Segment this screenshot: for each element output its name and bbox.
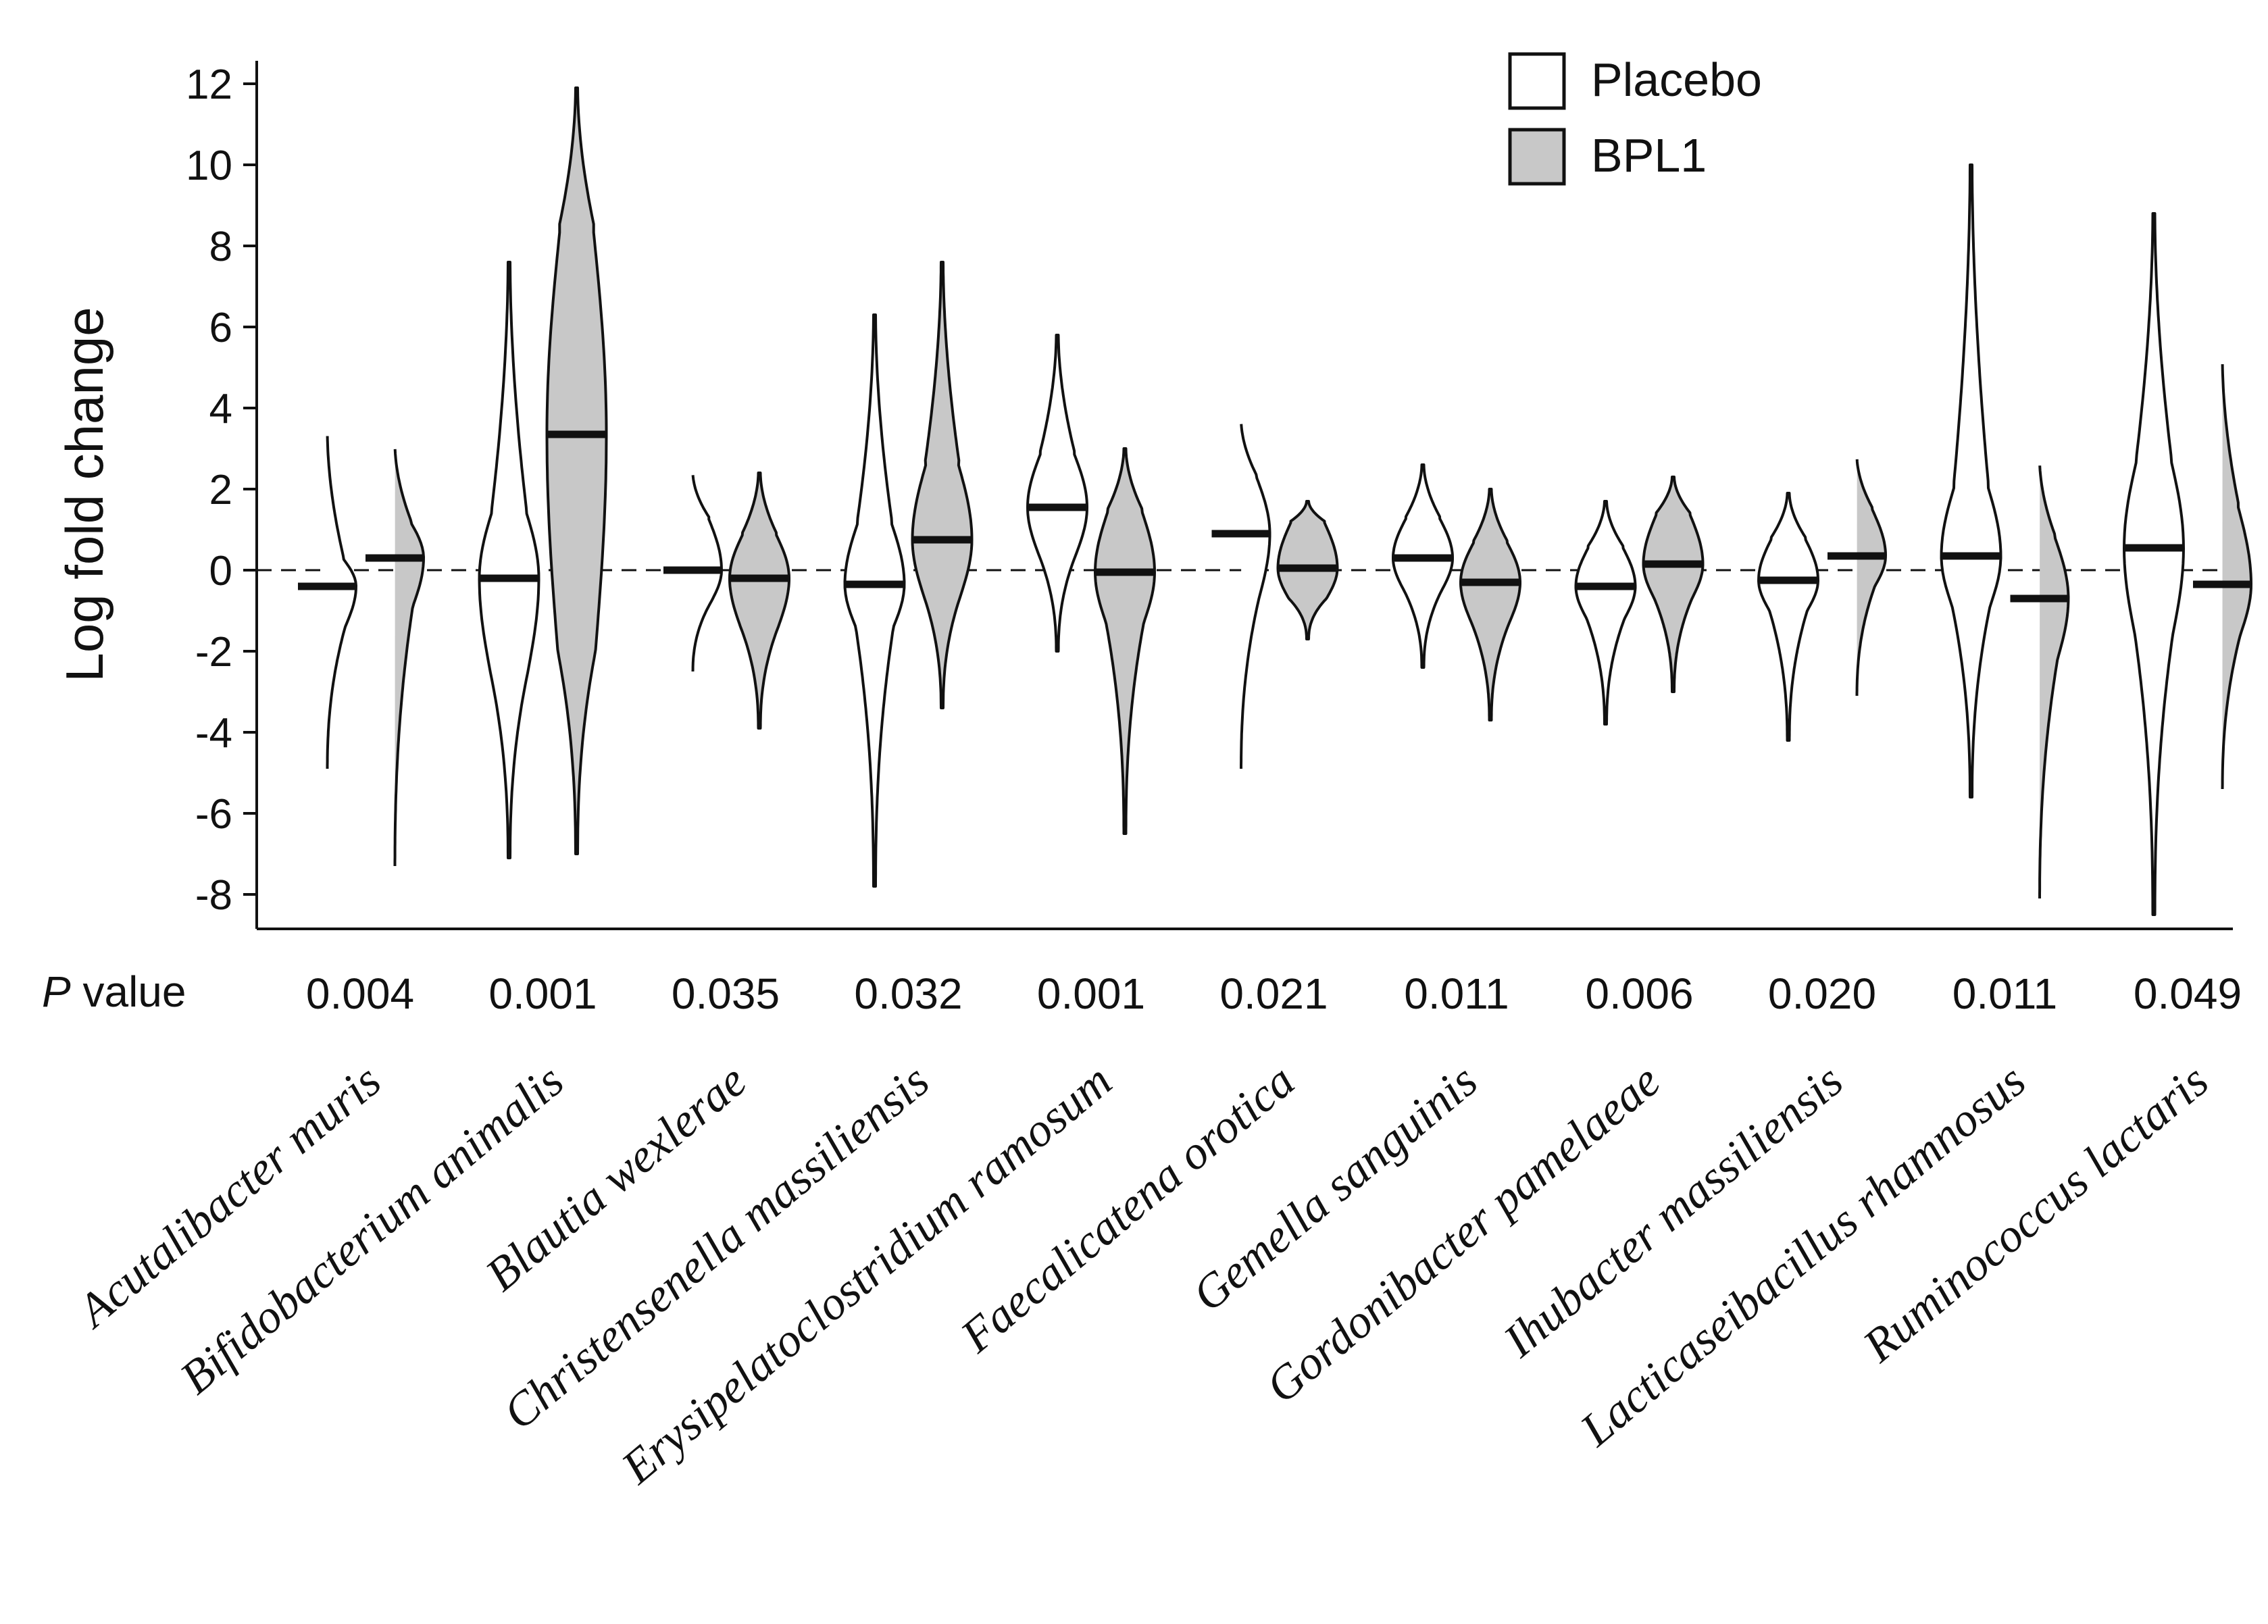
violin-bpl1 bbox=[545, 86, 608, 855]
p-value: 0.035 bbox=[672, 969, 780, 1018]
y-tick-label: 12 bbox=[186, 61, 232, 108]
p-value-row: 0.004 0.001 0.035 0.032 0.001 0.021 0.011 0.006… bbox=[306, 969, 2242, 1018]
violin-group bbox=[1392, 463, 1521, 721]
p-value: 0.001 bbox=[488, 969, 597, 1018]
p-value-title: P value bbox=[42, 967, 186, 1016]
p-value: 0.021 bbox=[1219, 969, 1328, 1018]
violin-group bbox=[478, 86, 608, 859]
violin-group bbox=[1211, 424, 1339, 769]
p-value: 0.001 bbox=[1037, 969, 1145, 1018]
y-axis-label: Log fold change bbox=[55, 307, 114, 682]
violin-placebo bbox=[2123, 212, 2185, 916]
violin-bpl1 bbox=[1094, 447, 1156, 835]
violin-bpl1 bbox=[2221, 364, 2252, 790]
violin-bpl1 bbox=[1459, 488, 1521, 721]
y-tick-label: 10 bbox=[186, 143, 232, 189]
y-tick-label: 6 bbox=[209, 305, 232, 351]
species-label: Acutalibacter muris bbox=[66, 1055, 390, 1338]
violin-bpl1 bbox=[728, 472, 790, 730]
violin-group bbox=[1757, 459, 1887, 742]
violin-placebo bbox=[478, 261, 540, 859]
y-tick-label: 8 bbox=[209, 224, 232, 270]
y-tick-label: -4 bbox=[195, 710, 232, 757]
legend-label-placebo: Placebo bbox=[1591, 53, 1762, 106]
y-tick-label: -6 bbox=[195, 791, 232, 838]
violin-placebo bbox=[1757, 492, 1819, 742]
violin-placebo bbox=[1940, 163, 2002, 798]
p-value: 0.011 bbox=[1404, 969, 1509, 1018]
p-value-title-text: value bbox=[71, 967, 186, 1016]
species-label: Faecalicatena orotica bbox=[951, 1055, 1304, 1363]
legend: Placebo BPL1 bbox=[1508, 52, 1762, 186]
y-tick-label: 4 bbox=[209, 386, 232, 432]
violin-bpl1 bbox=[1855, 459, 1887, 696]
violin-placebo bbox=[326, 436, 357, 769]
legend-label-bpl1: BPL1 bbox=[1591, 129, 1707, 182]
p-value: 0.006 bbox=[1585, 969, 1693, 1018]
y-tick-label: 2 bbox=[209, 467, 232, 513]
y-tick-label: 0 bbox=[209, 548, 232, 594]
p-value: 0.049 bbox=[2134, 969, 2242, 1018]
p-value: 0.032 bbox=[854, 969, 962, 1018]
p-value: 0.020 bbox=[1768, 969, 1876, 1018]
y-axis: 12 10 8 6 4 2 0 -2 -4 -6 -8 bbox=[186, 61, 258, 929]
legend-swatch-bpl1 bbox=[1508, 128, 1566, 186]
violin-placebo bbox=[1392, 463, 1454, 669]
violin-group bbox=[1940, 163, 2070, 898]
p-value-title-italic: P bbox=[42, 967, 71, 1016]
violin-group bbox=[298, 436, 425, 866]
p-value: 0.004 bbox=[306, 969, 414, 1018]
violin-bpl1 bbox=[393, 449, 425, 866]
violin-bpl1 bbox=[911, 261, 974, 709]
p-value: 0.011 bbox=[1952, 969, 2057, 1018]
species-label: Ruminococcus lactaris bbox=[1853, 1055, 2218, 1373]
violin-placebo bbox=[1574, 500, 1637, 726]
y-tick-label: -2 bbox=[195, 629, 232, 676]
violin-group bbox=[663, 472, 790, 730]
violin-placebo bbox=[1026, 334, 1088, 653]
legend-swatch-placebo bbox=[1508, 52, 1566, 110]
violin-group bbox=[1026, 334, 1156, 835]
violin-bpl1 bbox=[2038, 465, 2070, 898]
violin-group bbox=[843, 261, 974, 888]
violin-bpl1 bbox=[1642, 476, 1705, 693]
species-label: Ihubacter massiliensis bbox=[1494, 1055, 1853, 1367]
violin-placebo bbox=[1240, 424, 1271, 769]
violin-group bbox=[1574, 476, 1705, 726]
y-tick-label: -8 bbox=[195, 872, 232, 919]
violin-group bbox=[2123, 212, 2252, 916]
violin-placebo bbox=[843, 313, 906, 888]
violins bbox=[298, 86, 2252, 916]
